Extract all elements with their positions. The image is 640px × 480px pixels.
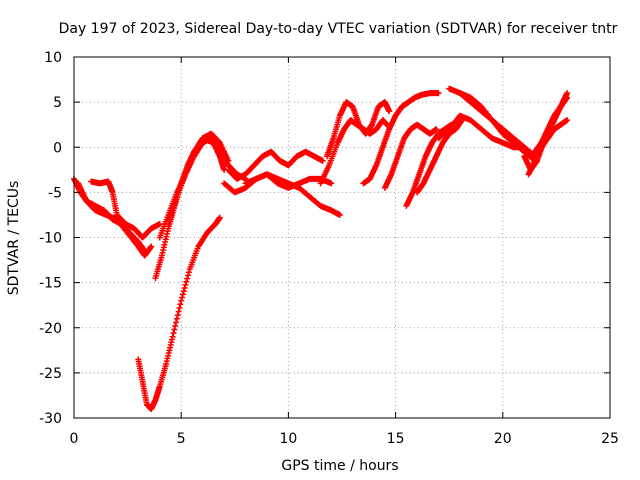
x-tick-label: 5 xyxy=(177,431,186,447)
data-point xyxy=(176,304,183,311)
data-point xyxy=(179,294,186,301)
data-point xyxy=(179,291,186,298)
x-tick-label: 20 xyxy=(494,431,512,447)
y-tick-label: -20 xyxy=(39,321,62,337)
data-point xyxy=(386,108,393,115)
x-tick-label: 15 xyxy=(387,431,405,447)
x-tick-label: 25 xyxy=(601,431,619,447)
data-point xyxy=(184,275,191,282)
data-point xyxy=(182,281,189,288)
data-point xyxy=(183,278,190,285)
y-tick-label: -15 xyxy=(39,276,62,292)
data-point xyxy=(174,312,181,319)
data-point xyxy=(171,326,178,333)
data-point xyxy=(180,288,187,295)
data-point xyxy=(328,180,335,187)
series-arc-late-c xyxy=(456,90,538,164)
y-tick-label: -10 xyxy=(39,231,62,247)
series-arc-steep-d xyxy=(414,117,466,196)
data-point xyxy=(172,322,179,329)
y-tick-label: 0 xyxy=(53,140,62,156)
x-axis-title: GPS time / hours xyxy=(281,458,398,474)
data-point xyxy=(177,301,184,308)
series-arc-end-c xyxy=(531,94,571,155)
data-point xyxy=(225,157,232,164)
data-point xyxy=(148,243,155,250)
data-point xyxy=(169,333,176,340)
data-point xyxy=(185,269,192,276)
series-arc-deep xyxy=(135,214,223,412)
series-arc-rise-c xyxy=(165,130,232,227)
series-arc-mid-b xyxy=(225,148,326,182)
x-tick-label: 10 xyxy=(279,431,297,447)
series-arc-early-c xyxy=(75,180,155,259)
data-point xyxy=(173,319,180,326)
y-tick-label: 5 xyxy=(53,95,62,111)
y-axis-title: SDTVAR / TECUs xyxy=(6,181,22,296)
y-tick-label: -30 xyxy=(39,411,62,427)
data-point xyxy=(336,211,343,218)
chart-title: Day 197 of 2023, Sidereal Day-to-day VTE… xyxy=(59,21,618,37)
data-point xyxy=(564,117,571,124)
y-tick-label: -25 xyxy=(39,366,62,382)
data-point xyxy=(564,94,571,101)
data-point xyxy=(175,308,182,315)
data-point xyxy=(216,214,223,221)
x-tick-label: 0 xyxy=(70,431,79,447)
series-arc-hump-b xyxy=(317,117,391,187)
data-point xyxy=(156,220,163,227)
data-point xyxy=(173,315,180,322)
y-tick-label: 10 xyxy=(44,50,62,66)
data-point xyxy=(178,297,185,304)
data-layer xyxy=(71,85,571,412)
data-point xyxy=(181,285,188,292)
data-point xyxy=(435,90,442,97)
data-point xyxy=(319,157,326,164)
series-arc-steep-a xyxy=(360,90,442,187)
y-tick-label: -5 xyxy=(48,185,62,201)
series-arc-early-b xyxy=(88,178,163,241)
data-point xyxy=(170,330,177,337)
data-point xyxy=(185,272,192,279)
tick-layer: 0 5 10 15 20 25 -30 -25 -20 -15 -10 -5 0 5 10 xyxy=(39,50,619,447)
data-point xyxy=(433,126,440,133)
series-arc-steep-b xyxy=(381,121,440,191)
series-arc-hump-a xyxy=(323,99,393,160)
